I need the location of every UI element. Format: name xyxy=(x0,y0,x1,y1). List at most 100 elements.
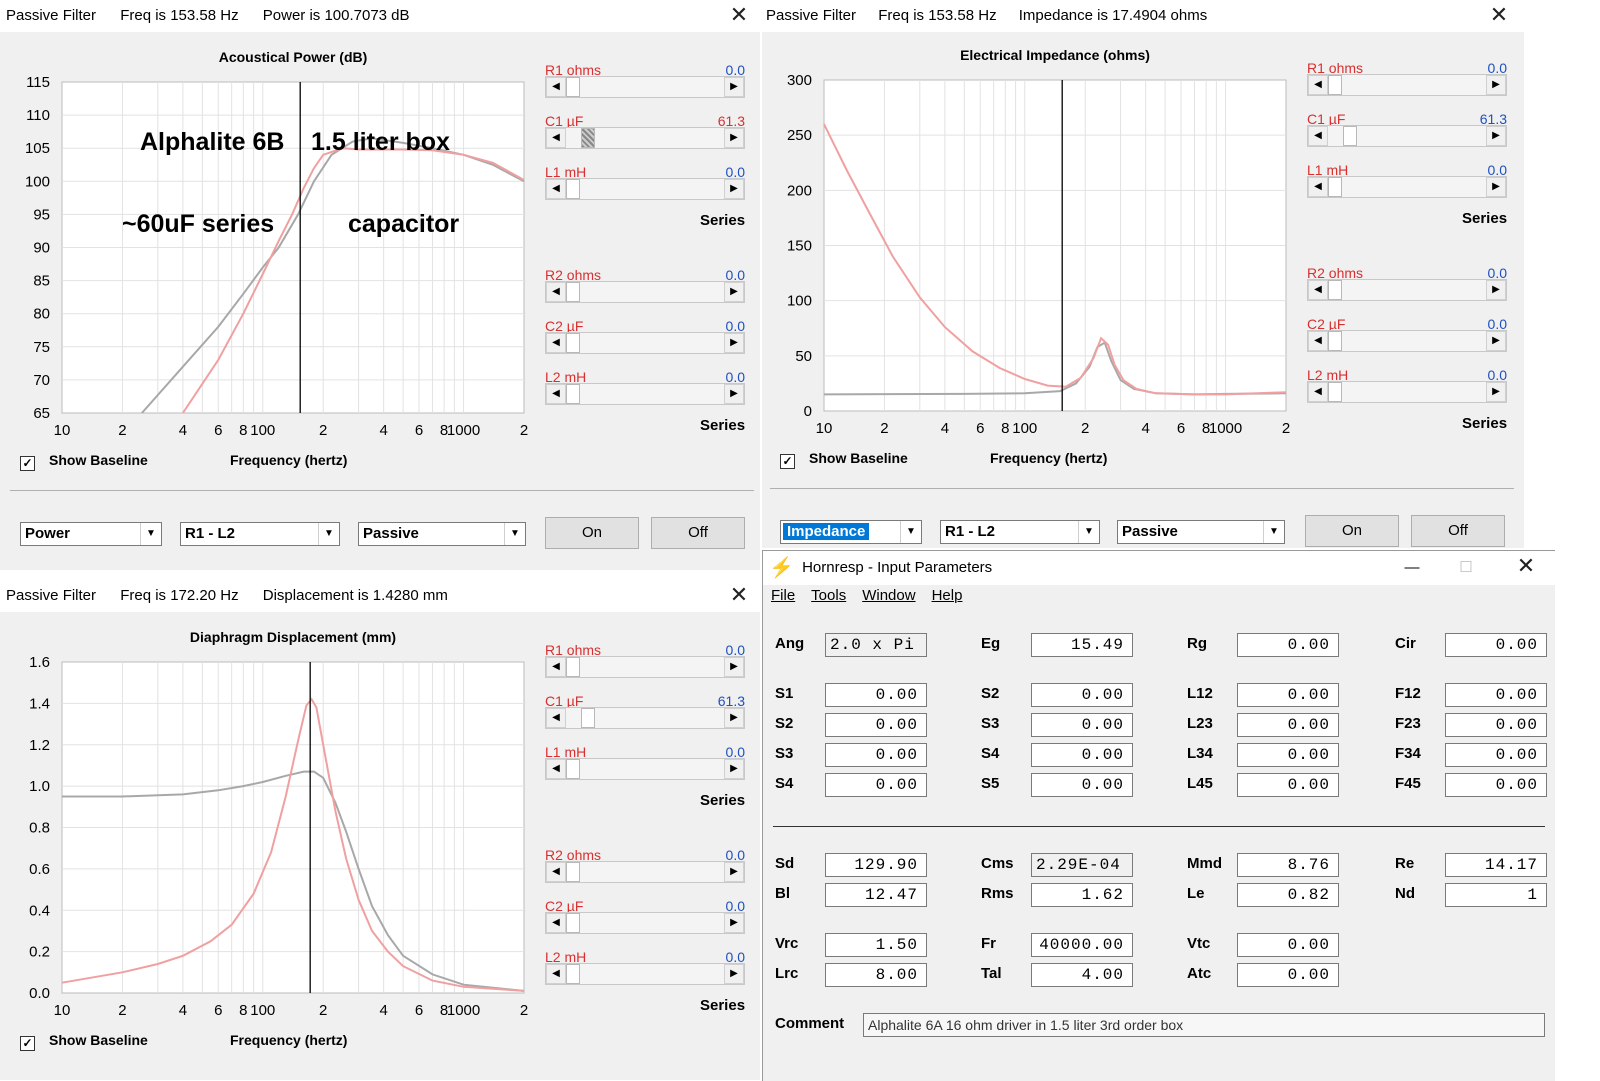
param-field-re[interactable]: 14.17 xyxy=(1445,853,1547,877)
value-slider[interactable]: ◀ ▶ xyxy=(545,76,745,98)
arrow-left-icon[interactable]: ◀ xyxy=(1308,75,1328,95)
param-field-s4[interactable]: 0.00 xyxy=(1031,743,1133,767)
value-slider[interactable]: ◀ ▶ xyxy=(545,127,745,149)
arrow-right-icon[interactable]: ▶ xyxy=(1486,126,1506,146)
param-field-s2[interactable]: 0.00 xyxy=(825,713,927,737)
arrow-left-icon[interactable]: ◀ xyxy=(546,708,566,728)
menu-window[interactable]: Window xyxy=(862,587,916,604)
param-field-f45[interactable]: 0.00 xyxy=(1445,773,1547,797)
arrow-right-icon[interactable]: ▶ xyxy=(724,964,744,984)
param-field-l45[interactable]: 0.00 xyxy=(1237,773,1339,797)
range-selector[interactable]: R1 - L2 ▼ xyxy=(180,522,340,546)
arrow-right-icon[interactable]: ▶ xyxy=(724,657,744,677)
range-selector[interactable]: R1 - L2 ▼ xyxy=(940,520,1100,544)
param-field-cir[interactable]: 0.00 xyxy=(1445,633,1547,657)
arrow-left-icon[interactable]: ◀ xyxy=(1308,177,1328,197)
param-field-l23[interactable]: 0.00 xyxy=(1237,713,1339,737)
filter-selector[interactable]: Passive ▼ xyxy=(1117,520,1285,544)
arrow-left-icon[interactable]: ◀ xyxy=(546,128,566,148)
arrow-right-icon[interactable]: ▶ xyxy=(724,179,744,199)
arrow-left-icon[interactable]: ◀ xyxy=(1308,280,1328,300)
param-field-s2[interactable]: 0.00 xyxy=(1031,683,1133,707)
show-baseline-checkbox[interactable]: ✓ Show Baseline xyxy=(20,1032,148,1051)
menu-file[interactable]: File xyxy=(771,587,796,604)
param-field-lrc[interactable]: 8.00 xyxy=(825,963,927,987)
param-field-s1[interactable]: 0.00 xyxy=(825,683,927,707)
show-baseline-checkbox[interactable]: ✓ Show Baseline xyxy=(20,452,148,471)
slider-thumb[interactable] xyxy=(566,179,580,199)
value-slider[interactable]: ◀ ▶ xyxy=(545,332,745,354)
param-field-bl[interactable]: 12.47 xyxy=(825,883,927,907)
value-slider[interactable]: ◀ ▶ xyxy=(545,861,745,883)
filter-selector[interactable]: Passive ▼ xyxy=(358,522,526,546)
value-slider[interactable]: ◀ ▶ xyxy=(545,656,745,678)
off-button[interactable]: Off xyxy=(651,517,745,549)
plot-selector[interactable]: Impedance ▼ xyxy=(780,520,922,544)
close-icon[interactable]: ✕ xyxy=(1516,553,1536,578)
arrow-right-icon[interactable]: ▶ xyxy=(724,759,744,779)
arrow-left-icon[interactable]: ◀ xyxy=(1308,331,1328,351)
param-field-s5[interactable]: 0.00 xyxy=(1031,773,1133,797)
param-field-l12[interactable]: 0.00 xyxy=(1237,683,1339,707)
param-field-rms[interactable]: 1.62 xyxy=(1031,883,1133,907)
param-field-tal[interactable]: 4.00 xyxy=(1031,963,1133,987)
slider-thumb[interactable] xyxy=(1328,331,1342,351)
slider-thumb[interactable] xyxy=(566,964,580,984)
slider-thumb[interactable] xyxy=(1328,382,1342,402)
arrow-left-icon[interactable]: ◀ xyxy=(546,964,566,984)
value-slider[interactable]: ◀ ▶ xyxy=(1307,279,1507,301)
arrow-right-icon[interactable]: ▶ xyxy=(1486,382,1506,402)
param-field-ang[interactable]: 2.0 x Pi xyxy=(825,633,927,657)
arrow-left-icon[interactable]: ◀ xyxy=(546,862,566,882)
slider-thumb[interactable] xyxy=(566,333,580,353)
minimize-icon[interactable]: — xyxy=(1404,559,1420,576)
close-icon[interactable]: ✕ xyxy=(729,582,749,607)
value-slider[interactable]: ◀ ▶ xyxy=(1307,381,1507,403)
value-slider[interactable]: ◀ ▶ xyxy=(1307,125,1507,147)
param-field-nd[interactable]: 1 xyxy=(1445,883,1547,907)
arrow-left-icon[interactable]: ◀ xyxy=(546,282,566,302)
slider-thumb[interactable] xyxy=(1328,280,1342,300)
slider-thumb[interactable] xyxy=(566,913,580,933)
param-field-le[interactable]: 0.82 xyxy=(1237,883,1339,907)
close-icon[interactable]: ✕ xyxy=(1489,2,1509,27)
slider-thumb[interactable] xyxy=(1342,126,1357,146)
param-field-l34[interactable]: 0.00 xyxy=(1237,743,1339,767)
param-field-vtc[interactable]: 0.00 xyxy=(1237,933,1339,957)
menu-help[interactable]: Help xyxy=(931,587,963,604)
slider-thumb[interactable] xyxy=(566,282,580,302)
arrow-left-icon[interactable]: ◀ xyxy=(546,759,566,779)
comment-field[interactable]: Alphalite 6A 16 ohm driver in 1.5 liter … xyxy=(863,1013,1545,1037)
arrow-left-icon[interactable]: ◀ xyxy=(1308,382,1328,402)
param-field-atc[interactable]: 0.00 xyxy=(1237,963,1339,987)
slider-thumb[interactable] xyxy=(580,708,595,728)
arrow-right-icon[interactable]: ▶ xyxy=(724,708,744,728)
value-slider[interactable]: ◀ ▶ xyxy=(545,178,745,200)
arrow-left-icon[interactable]: ◀ xyxy=(1308,126,1328,146)
value-slider[interactable]: ◀ ▶ xyxy=(545,963,745,985)
arrow-right-icon[interactable]: ▶ xyxy=(1486,280,1506,300)
arrow-left-icon[interactable]: ◀ xyxy=(546,179,566,199)
arrow-right-icon[interactable]: ▶ xyxy=(724,384,744,404)
param-field-s3[interactable]: 0.00 xyxy=(1031,713,1133,737)
value-slider[interactable]: ◀ ▶ xyxy=(1307,330,1507,352)
slider-thumb[interactable] xyxy=(580,128,595,148)
param-field-cms[interactable]: 2.29E-04 xyxy=(1031,853,1133,877)
arrow-right-icon[interactable]: ▶ xyxy=(1486,177,1506,197)
slider-thumb[interactable] xyxy=(1328,177,1342,197)
param-field-s4[interactable]: 0.00 xyxy=(825,773,927,797)
arrow-left-icon[interactable]: ◀ xyxy=(546,77,566,97)
slider-thumb[interactable] xyxy=(1328,75,1342,95)
param-field-sd[interactable]: 129.90 xyxy=(825,853,927,877)
off-button[interactable]: Off xyxy=(1411,515,1505,547)
slider-thumb[interactable] xyxy=(566,657,580,677)
menu-tools[interactable]: Tools xyxy=(811,587,847,604)
arrow-right-icon[interactable]: ▶ xyxy=(724,913,744,933)
slider-thumb[interactable] xyxy=(566,77,580,97)
arrow-left-icon[interactable]: ◀ xyxy=(546,657,566,677)
value-slider[interactable]: ◀ ▶ xyxy=(545,912,745,934)
value-slider[interactable]: ◀ ▶ xyxy=(545,707,745,729)
param-field-s3[interactable]: 0.00 xyxy=(825,743,927,767)
arrow-left-icon[interactable]: ◀ xyxy=(546,333,566,353)
slider-thumb[interactable] xyxy=(566,862,580,882)
